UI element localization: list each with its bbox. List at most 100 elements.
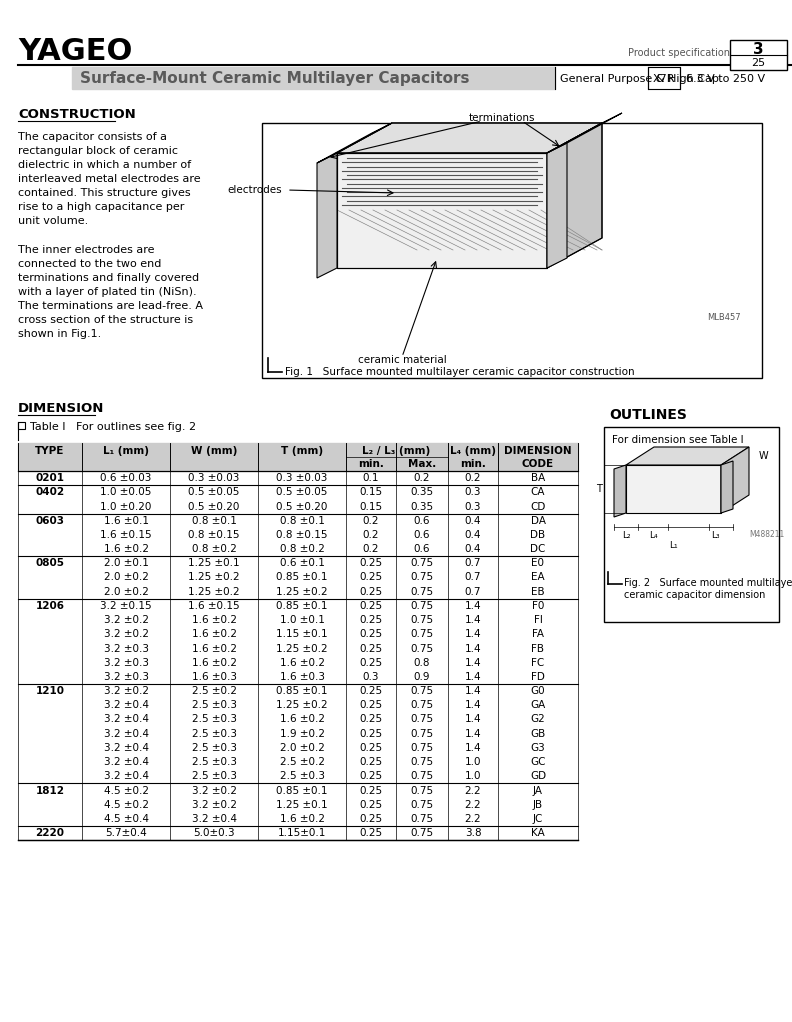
Text: 0.6 ±0.03: 0.6 ±0.03 xyxy=(101,473,152,483)
Text: 0.25: 0.25 xyxy=(360,743,383,753)
Text: E0: E0 xyxy=(531,558,545,568)
Text: 2.5 ±0.3: 2.5 ±0.3 xyxy=(192,743,237,753)
Text: Table I   For outlines see fig. 2: Table I For outlines see fig. 2 xyxy=(30,422,196,432)
Polygon shape xyxy=(721,461,733,513)
Text: 0.75: 0.75 xyxy=(410,587,433,597)
Text: 0.25: 0.25 xyxy=(360,615,383,625)
Text: rectangular block of ceramic: rectangular block of ceramic xyxy=(18,146,178,156)
Text: 3.2 ±0.2: 3.2 ±0.2 xyxy=(104,630,149,640)
Text: 0.5 ±0.20: 0.5 ±0.20 xyxy=(188,502,240,511)
Text: 0.25: 0.25 xyxy=(360,799,383,809)
Text: 0.75: 0.75 xyxy=(410,572,433,583)
Text: 0.75: 0.75 xyxy=(410,729,433,739)
Polygon shape xyxy=(317,123,392,162)
Text: 3.2 ±0.2: 3.2 ±0.2 xyxy=(192,786,237,795)
Text: 0.25: 0.25 xyxy=(360,587,383,597)
Text: T (mm): T (mm) xyxy=(281,446,323,456)
Text: General Purpose & High Cap.: General Purpose & High Cap. xyxy=(560,74,722,84)
Text: 0402: 0402 xyxy=(36,487,65,498)
Text: 1.6 ±0.2: 1.6 ±0.2 xyxy=(192,658,237,667)
Text: JA: JA xyxy=(533,786,543,795)
Bar xyxy=(0,0,792,95)
Text: 0.3: 0.3 xyxy=(465,502,482,511)
Text: Product specification: Product specification xyxy=(628,48,730,58)
Text: 0.85 ±0.1: 0.85 ±0.1 xyxy=(276,601,328,611)
Polygon shape xyxy=(547,143,567,268)
Text: 1.6 ±0.2: 1.6 ±0.2 xyxy=(280,714,325,725)
Text: 1.0: 1.0 xyxy=(465,757,482,768)
Text: 1.25 ±0.2: 1.25 ±0.2 xyxy=(188,572,240,583)
Text: 0.25: 0.25 xyxy=(360,686,383,696)
Text: 2.5 ±0.2: 2.5 ±0.2 xyxy=(192,686,237,696)
Text: terminations and finally covered: terminations and finally covered xyxy=(18,273,199,283)
Text: 0.3: 0.3 xyxy=(465,487,482,498)
Text: 0.35: 0.35 xyxy=(410,487,433,498)
Text: DB: DB xyxy=(531,529,546,540)
Text: unit volume.: unit volume. xyxy=(18,216,88,226)
Text: 4.5 ±0.2: 4.5 ±0.2 xyxy=(104,786,149,795)
Text: min.: min. xyxy=(460,459,486,469)
Polygon shape xyxy=(317,153,337,278)
Text: 1206: 1206 xyxy=(36,601,64,611)
Text: F0: F0 xyxy=(531,601,544,611)
Bar xyxy=(730,40,787,69)
Text: 3.2 ±0.4: 3.2 ±0.4 xyxy=(192,814,237,824)
Text: 1.0 ±0.20: 1.0 ±0.20 xyxy=(101,502,152,511)
Text: 0.8 ±0.2: 0.8 ±0.2 xyxy=(192,544,237,554)
Text: Fig. 1   Surface mounted multilayer ceramic capacitor construction: Fig. 1 Surface mounted multilayer cerami… xyxy=(285,367,634,377)
Text: 0.2: 0.2 xyxy=(413,473,430,483)
Text: rise to a high capacitance per: rise to a high capacitance per xyxy=(18,202,185,212)
Text: 2.2: 2.2 xyxy=(465,814,482,824)
Text: 1.15 ±0.1: 1.15 ±0.1 xyxy=(276,630,328,640)
Text: 0.5 ±0.05: 0.5 ±0.05 xyxy=(276,487,328,498)
Text: 0.75: 0.75 xyxy=(410,700,433,710)
Text: 0.3 ±0.03: 0.3 ±0.03 xyxy=(276,473,328,483)
Text: interleaved metal electrodes are: interleaved metal electrodes are xyxy=(18,174,200,184)
Text: 1.25 ±0.2: 1.25 ±0.2 xyxy=(276,700,328,710)
Text: The terminations are lead-free. A: The terminations are lead-free. A xyxy=(18,301,203,311)
Text: G2: G2 xyxy=(531,714,546,725)
Text: FI: FI xyxy=(534,615,543,625)
Text: CONSTRUCTION: CONSTRUCTION xyxy=(18,108,135,122)
Text: 3.2 ±0.4: 3.2 ±0.4 xyxy=(104,700,149,710)
Text: YAGEO: YAGEO xyxy=(18,38,132,66)
Text: 1.0 ±0.05: 1.0 ±0.05 xyxy=(101,487,152,498)
Text: 0.2: 0.2 xyxy=(363,516,379,525)
Text: G3: G3 xyxy=(531,743,546,753)
Text: 0.25: 0.25 xyxy=(360,601,383,611)
Text: 0.85 ±0.1: 0.85 ±0.1 xyxy=(276,786,328,795)
Text: 3.2 ±0.15: 3.2 ±0.15 xyxy=(100,601,152,611)
Text: DIMENSION: DIMENSION xyxy=(505,446,572,456)
Text: 0.7: 0.7 xyxy=(465,558,482,568)
Text: 0.2: 0.2 xyxy=(363,529,379,540)
Text: 0.6: 0.6 xyxy=(413,529,430,540)
Text: terminations: terminations xyxy=(469,113,535,123)
Text: DA: DA xyxy=(531,516,546,525)
Text: X7R: X7R xyxy=(653,74,676,84)
Text: 0.75: 0.75 xyxy=(410,786,433,795)
Text: GB: GB xyxy=(531,729,546,739)
Text: 1812: 1812 xyxy=(36,786,64,795)
Text: 6.3 V to 250 V: 6.3 V to 250 V xyxy=(686,74,765,84)
Text: 1.25 ±0.1: 1.25 ±0.1 xyxy=(188,558,240,568)
Text: 1.6 ±0.2: 1.6 ±0.2 xyxy=(192,630,237,640)
Text: 2.2: 2.2 xyxy=(465,786,482,795)
Text: 1.6 ±0.2: 1.6 ±0.2 xyxy=(192,644,237,653)
Text: 0.25: 0.25 xyxy=(360,828,383,838)
Text: 1210: 1210 xyxy=(36,686,64,696)
Text: GC: GC xyxy=(531,757,546,768)
Text: CA: CA xyxy=(531,487,545,498)
Text: FD: FD xyxy=(531,671,545,682)
Text: TYPE: TYPE xyxy=(36,446,65,456)
Text: Fig. 2   Surface mounted multilayer: Fig. 2 Surface mounted multilayer xyxy=(624,578,792,588)
Text: 1.4: 1.4 xyxy=(465,615,482,625)
Text: 4.5 ±0.2: 4.5 ±0.2 xyxy=(104,799,149,809)
Text: 3.2 ±0.3: 3.2 ±0.3 xyxy=(104,644,149,653)
Text: 1.6 ±0.1: 1.6 ±0.1 xyxy=(104,516,149,525)
Text: 0.25: 0.25 xyxy=(360,757,383,768)
Text: 1.4: 1.4 xyxy=(465,714,482,725)
Text: 1.4: 1.4 xyxy=(465,601,482,611)
Text: 0.75: 0.75 xyxy=(410,686,433,696)
Text: 0.4: 0.4 xyxy=(465,529,482,540)
Text: 1.6 ±0.2: 1.6 ±0.2 xyxy=(192,615,237,625)
